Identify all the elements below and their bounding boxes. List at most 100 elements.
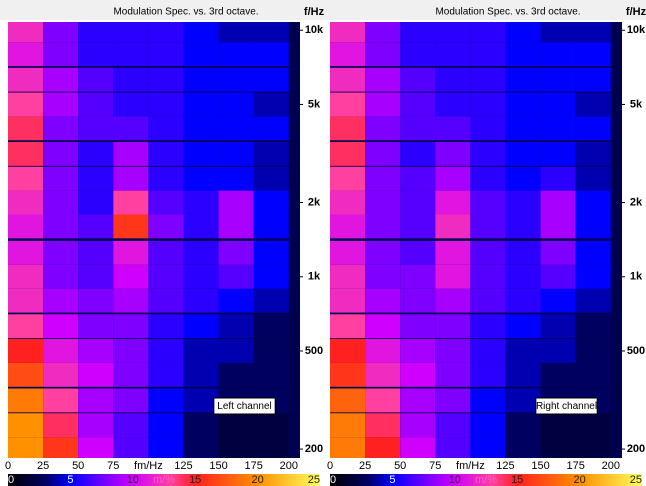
heat-cell [43,339,79,363]
colorbar-tick-label: 0 [330,474,336,486]
heat-cell [8,214,44,239]
heat-cell [470,437,506,458]
heat-cell [8,413,44,438]
heat-cell [43,413,79,438]
heat-cell [113,116,149,141]
heat-cell [505,22,541,43]
heat-cell [8,240,44,265]
heat-cell [78,339,114,363]
heat-cell [365,264,401,289]
heat-cell [148,339,184,363]
heat-cell [470,214,506,239]
heat-cell [183,437,219,458]
heat-cell [470,362,506,387]
heat-cell [218,141,254,166]
heat-cell [470,116,506,141]
heat-cell [218,116,254,141]
colorbar-tick-label: 5 [389,474,395,486]
heat-cell [253,166,289,191]
heat-cell [400,388,436,413]
heat-cell [183,362,219,387]
heat-cell [365,141,401,166]
heat-cell [540,190,576,215]
heat-cell [330,288,366,313]
heat-cell [400,22,436,43]
x-tick-label: 175 [244,460,262,472]
annotation-box [535,397,598,415]
heat-cell [505,67,541,92]
colorbar-label: m/% [475,474,497,486]
heat-cell [365,92,401,117]
heat-cell [43,92,79,117]
heat-cell [183,22,219,43]
heat-cell [575,288,611,313]
y-tick-label: 200 [627,443,645,455]
heat-cell [540,67,576,92]
heat-cell [183,214,219,239]
heat-cell [470,264,506,289]
heat-cell [43,141,79,166]
heat-cell [78,413,114,438]
heat-cell [365,42,401,67]
heat-cell [505,141,541,166]
heat-cell [470,141,506,166]
heat-cell [365,314,401,339]
heat-cell [183,240,219,265]
heat-cell [505,314,541,339]
heat-cell [78,240,114,265]
heat-cell [148,67,184,92]
heat-cell [218,42,254,67]
heat-cell [365,288,401,313]
heat-cell [253,190,289,215]
x-tick-label: 150 [209,460,227,472]
heat-cell [8,116,44,141]
heat-cell [253,141,289,166]
heat-cell [183,339,219,363]
heat-cell [148,388,184,413]
heat-cell [8,166,44,191]
heat-cell [330,67,366,92]
heat-cell [183,67,219,92]
heat-cell [435,240,471,265]
heat-cell [218,314,254,339]
heat-cell [148,264,184,289]
heat-cell [435,288,471,313]
heat-cell [8,388,44,413]
heat-cell [183,314,219,339]
heat-cell [8,362,44,387]
heat-cell [365,388,401,413]
heat-cell [113,288,149,313]
heat-cell [575,92,611,117]
y-tick-label: 10k [305,24,324,36]
heat-cell [470,42,506,67]
heat-cell [183,264,219,289]
heat-cell [470,92,506,117]
colorbar [8,474,320,486]
heat-cell [470,388,506,413]
heat-cell [575,116,611,141]
heat-cell [400,116,436,141]
heat-cell [435,388,471,413]
y-tick-label: 200 [305,443,323,455]
colorbar-tick-label: 15 [511,474,523,486]
heat-cell [540,437,576,458]
heat-cell [400,437,436,458]
heat-cell [148,362,184,387]
heat-cell [505,288,541,313]
heat-cell [43,42,79,67]
heat-cell [8,141,44,166]
heat-cell [365,413,401,438]
heat-cell [148,314,184,339]
heat-cell [435,116,471,141]
heat-cell [148,42,184,67]
colorbar-tick-label: 10 [127,474,139,486]
heat-cell [43,264,79,289]
heat-cell [540,362,576,387]
heat-cell [8,339,44,363]
colorbar [330,474,642,486]
heat-cell [218,264,254,289]
heat-cell [575,141,611,166]
heat-cell [113,437,149,458]
heat-cell [113,362,149,387]
